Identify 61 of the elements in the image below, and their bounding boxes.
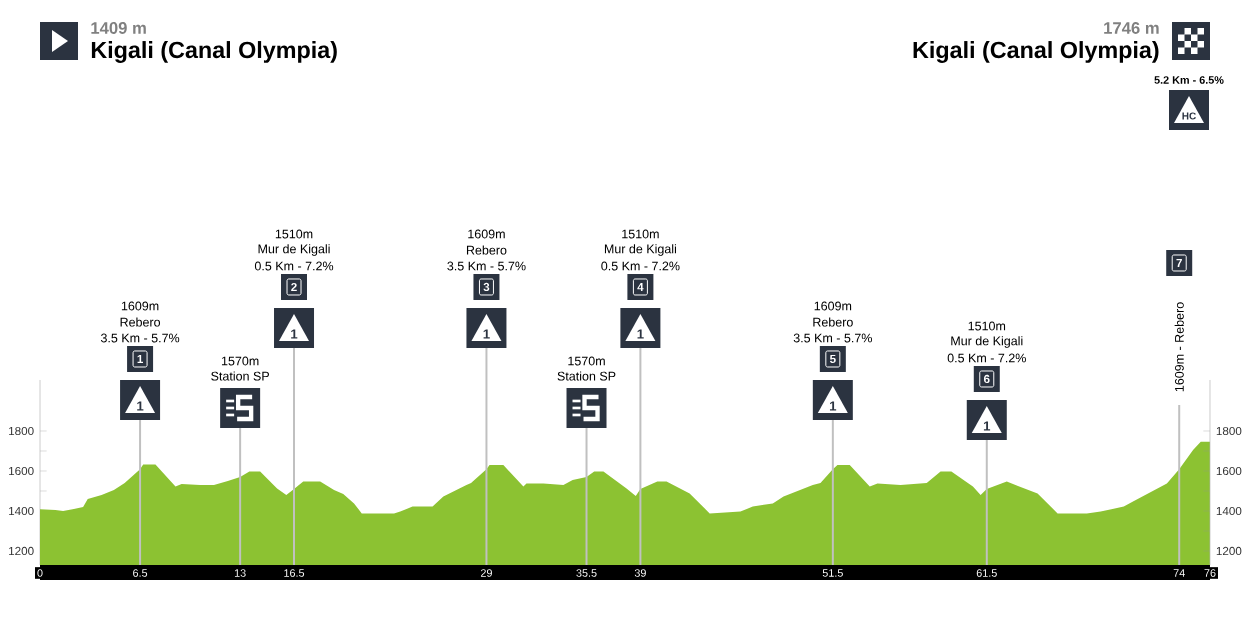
text: Mur de Kigali: [258, 244, 330, 256]
text: Mur de Kigali: [604, 244, 677, 256]
text: 0.5 Km - 7.2%: [254, 261, 334, 271]
text: 2: [291, 282, 297, 292]
x-tick-label: 29: [480, 569, 492, 577]
chart-title: Kigali (Canal Olympia): [91, 41, 337, 63]
x-tick-label: 61.5: [976, 569, 997, 577]
text: 1609m: [814, 301, 852, 311]
text: 3.5 Km - 5.7%: [447, 261, 526, 271]
annotation: Station SP: [557, 371, 616, 381]
text: 7: [1176, 258, 1182, 267]
text: Mur de Kigali: [951, 336, 1023, 348]
text: 3.5 Km - 5.7%: [793, 333, 872, 343]
text: 1: [637, 329, 644, 339]
text: 1: [137, 354, 143, 363]
x-tick-label: 16.5: [284, 569, 305, 577]
text: 1746 m: [1104, 22, 1159, 34]
y2-tick-label: 1800: [1216, 426, 1242, 436]
text: 1570m: [568, 356, 605, 366]
text: 1510m: [622, 229, 659, 239]
x-tick-label: 35.5: [576, 569, 597, 577]
x-tick-label: 39: [634, 569, 646, 577]
annotation: 1: [137, 401, 144, 411]
text: 0.5 Km - 7.2%: [601, 261, 680, 271]
text: 5.2 Km - 6.5%: [1154, 76, 1224, 84]
text: 1: [483, 329, 490, 339]
text: 1609m: [468, 229, 505, 239]
annotation: 1: [983, 421, 991, 431]
text: 5: [829, 354, 836, 364]
x-tick-label: 74: [1173, 569, 1185, 577]
x-tick-label: 6.5: [133, 569, 148, 577]
y2-tick-label: 1400: [1216, 506, 1242, 516]
text: 1609m: [121, 301, 159, 311]
text: HC: [1182, 112, 1196, 120]
y2-tick-label: 1200: [1216, 546, 1242, 556]
text: 1570m: [221, 356, 259, 366]
y2-tick-label: 1600: [1216, 466, 1242, 476]
x-tick-label: 76: [1204, 569, 1216, 577]
y-tick-label: 1400: [9, 506, 34, 516]
text: Kigali (Canal Olympia): [913, 41, 1159, 63]
text: 1510m: [275, 229, 313, 239]
text: Rebero: [120, 317, 161, 327]
x-tick-label: 13: [234, 569, 246, 577]
annotation: 1: [829, 401, 837, 411]
text: 0.5 Km - 7.2%: [947, 353, 1026, 363]
x-tick-label: 51.5: [822, 569, 843, 577]
annotation: Station SP: [211, 371, 269, 381]
annotation: 6: [983, 374, 990, 384]
text: 3.5 Km - 5.7%: [100, 333, 180, 343]
text: Rebero: [466, 245, 507, 255]
text: 3: [483, 282, 490, 292]
x-tick-label: 0: [37, 569, 43, 577]
y-tick-label: 1600: [9, 466, 34, 476]
text: Rebero: [813, 317, 853, 327]
y-tick-label: 1200: [9, 546, 34, 556]
text: 1409 m: [91, 22, 146, 34]
text: 4: [637, 282, 644, 291]
text: 1: [291, 329, 298, 339]
text: 1510m: [968, 321, 1006, 331]
annotation: 1609m - Rebero: [1174, 302, 1184, 392]
y-tick-label: 1800: [9, 426, 34, 436]
